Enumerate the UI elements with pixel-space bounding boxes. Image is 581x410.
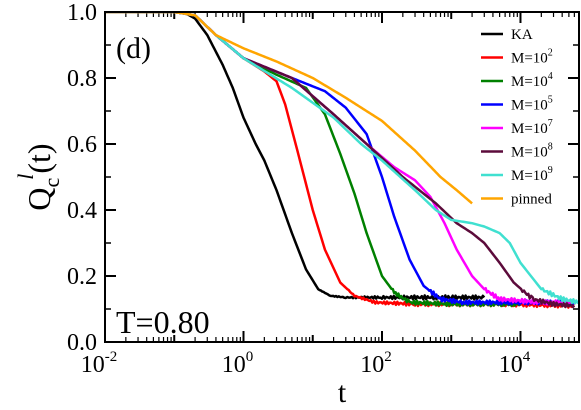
- y-tick-label: 0.6: [67, 132, 97, 158]
- legend-label: M=108: [511, 142, 553, 161]
- series-line: [105, 12, 522, 308]
- plot-frame: [104, 11, 580, 343]
- y-tick-label: 0.4: [67, 198, 97, 224]
- legend-label: M=105: [511, 95, 553, 114]
- x-tick-label: 104: [499, 349, 531, 378]
- legend-label: M=104: [511, 71, 553, 90]
- series-line: [105, 12, 576, 309]
- legend-label: M=107: [511, 118, 553, 137]
- y-tick-label: 0.8: [67, 66, 97, 92]
- y-axis-title-main: Q: [21, 187, 57, 210]
- series-line: [105, 12, 575, 309]
- legend-label: KA: [511, 27, 533, 43]
- x-tick-label: 10-2: [81, 349, 118, 378]
- y-axis-title: Qcl(t): [13, 143, 64, 210]
- x-axis-title: t: [338, 376, 347, 409]
- legend: KA M=102 M=104 M=105 M=107 M=108 M=109 pinned: [481, 27, 553, 208]
- axis-ticks: [104, 11, 579, 343]
- y-axis-title-sup: l: [13, 174, 38, 180]
- series-line: [105, 12, 575, 306]
- y-axis-title-sub: c: [39, 177, 64, 187]
- legend-label: M=102: [511, 48, 553, 67]
- tick-labels: 0.0 0.2 0.4 0.6 0.8 1.0 10-2 100 102 104: [67, 0, 531, 378]
- y-tick-label: 1.0: [67, 0, 97, 26]
- series-line: [105, 12, 576, 306]
- series-lines: [105, 12, 579, 309]
- x-tick-label: 102: [360, 349, 392, 378]
- series-line: [105, 12, 473, 205]
- legend-label: pinned: [511, 192, 552, 208]
- y-axis-title-arg: (t): [21, 143, 57, 173]
- svg-text:Qcl(t): Qcl(t): [13, 143, 64, 210]
- series-line: [105, 12, 486, 301]
- y-tick-label: 0.2: [67, 264, 97, 290]
- legend-label: M=109: [511, 165, 553, 184]
- x-tick-label: 100: [222, 349, 254, 378]
- y-tick-label: 0.0: [67, 330, 97, 356]
- panel-label: (d): [116, 32, 151, 65]
- temperature-annotation: T=0.80: [116, 304, 210, 340]
